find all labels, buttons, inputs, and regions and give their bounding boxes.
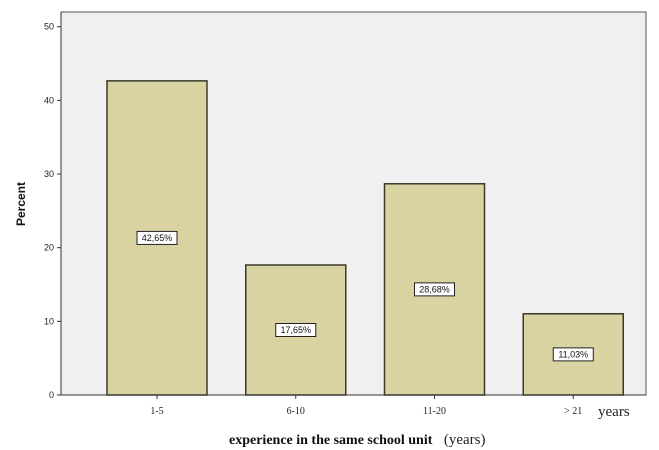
y-tick-label: 0: [49, 390, 54, 400]
data-label: 17,65%: [280, 325, 311, 335]
data-label: 11,03%: [558, 350, 588, 360]
x-axis-unit-label: years: [598, 404, 630, 420]
y-tick-label: 50: [44, 22, 54, 32]
x-tick-label: > 21: [564, 406, 582, 417]
x-axis-title-main: experience in the same school unit: [229, 433, 433, 448]
x-axis-title-unit: (years): [444, 432, 486, 448]
y-axis-title: Percent: [14, 182, 28, 226]
y-tick-label: 20: [44, 243, 54, 253]
x-tick-label: 6-10: [287, 406, 305, 417]
y-tick-label: 10: [44, 316, 54, 326]
y-tick-label: 40: [44, 95, 54, 105]
data-label-box: [552, 347, 594, 362]
data-label-box: [414, 282, 455, 297]
x-tick-label: 1-5: [150, 406, 163, 417]
y-tick-label: 30: [44, 169, 54, 179]
data-label: 42,65%: [142, 233, 173, 243]
data-label: 28,68%: [419, 285, 450, 295]
data-label-box: [136, 230, 178, 245]
y-axis: 0 10 20 30 40 50: [44, 12, 62, 400]
bars-group: 42,65% 17,65% 28,68% 11,03%: [106, 80, 624, 396]
x-axis-title: experience in the same school unit (year…: [229, 432, 486, 448]
data-label-box: [275, 323, 317, 338]
x-axis-labels: 1-5 6-10 11-20 > 21: [61, 394, 646, 417]
x-tick-label: 11-20: [423, 406, 446, 417]
